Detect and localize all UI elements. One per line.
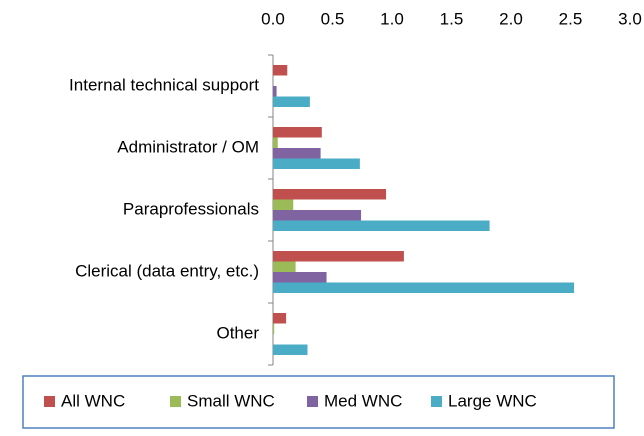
bar	[273, 272, 327, 283]
y-tick-label: Other	[216, 323, 259, 342]
legend-label: Large WNC	[448, 391, 537, 410]
bar	[273, 65, 288, 76]
bar	[273, 282, 575, 293]
bar	[273, 158, 360, 169]
bar	[273, 251, 404, 262]
bar	[273, 220, 490, 231]
y-tick-label: Administrator / OM	[117, 137, 259, 156]
bar	[273, 127, 322, 138]
x-tick-label: 0.5	[321, 9, 345, 28]
bar	[273, 96, 310, 107]
y-tick-label: Paraprofessionals	[123, 199, 259, 218]
bar	[273, 313, 287, 324]
legend-swatch	[44, 396, 55, 407]
x-tick-label: 0.0	[261, 9, 285, 28]
bar	[273, 137, 278, 148]
bar	[273, 210, 362, 221]
x-tick-label: 2.5	[559, 9, 583, 28]
x-tick-label: 1.5	[440, 9, 464, 28]
legend-label: All WNC	[61, 391, 125, 410]
legend-label: Small WNC	[187, 391, 275, 410]
x-tick-label: 2.0	[499, 9, 523, 28]
x-tick-label: 1.0	[380, 9, 404, 28]
x-tick-label: 3.0	[618, 9, 642, 28]
legend-swatch	[431, 396, 442, 407]
bar	[273, 148, 321, 159]
bar	[273, 86, 277, 97]
legend-swatch	[170, 396, 181, 407]
bar	[273, 323, 275, 334]
y-tick-label: Clerical (data entry, etc.)	[75, 261, 259, 280]
legend-swatch	[307, 396, 318, 407]
y-tick-label: Internal technical support	[69, 75, 259, 94]
bar	[273, 199, 294, 210]
legend	[22, 375, 615, 429]
bar	[273, 344, 308, 355]
bar	[273, 189, 387, 200]
bar	[273, 261, 296, 272]
legend-label: Med WNC	[324, 391, 402, 410]
